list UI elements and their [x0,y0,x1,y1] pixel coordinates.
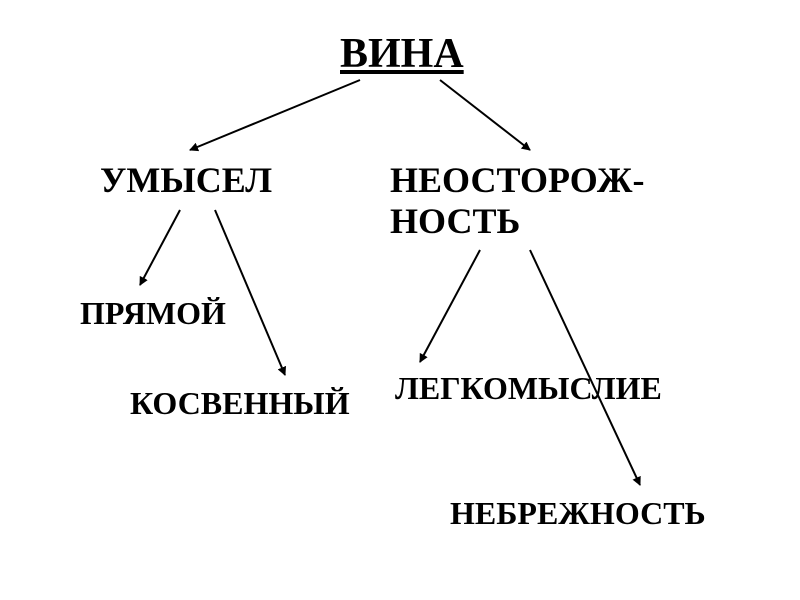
level2-direct: ПРЯМОЙ [80,295,226,332]
root-node: ВИНА [340,30,464,78]
level2-indirect: КОСВЕННЫЙ [130,385,350,422]
level1-negligence: НЕОСТОРОЖ- НОСТЬ [390,160,644,243]
level2-carelessness: НЕБРЕЖНОСТЬ [450,495,706,532]
level1-intent: УМЫСЕЛ [100,160,272,201]
level2-levity: ЛЕГКОМЫСЛИЕ [395,370,662,407]
